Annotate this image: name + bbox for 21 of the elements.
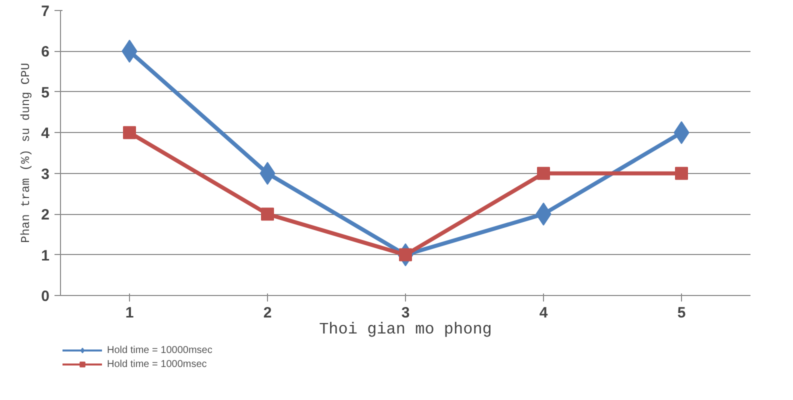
x-axis-title: Thoi gian mo phong: [319, 320, 492, 338]
y-tick-label: 3: [41, 166, 50, 183]
y-tick-label: 0: [41, 288, 50, 305]
y-tick-label: 5: [41, 84, 50, 102]
x-tick-label: 1: [125, 304, 134, 322]
y-tick-label: 6: [41, 44, 50, 61]
point: [537, 166, 550, 180]
y-tick-label: 7: [41, 3, 50, 20]
x-tick-label: 4: [539, 304, 548, 322]
x-tick-label: 2: [263, 304, 272, 322]
legend-label: Hold time = 10000msec: [107, 344, 212, 357]
x-tick-label: 3: [401, 304, 410, 322]
point: [261, 208, 274, 221]
y-tick-label: 1: [41, 247, 50, 264]
y-tick-label: 2: [41, 206, 50, 224]
x-tick-label: 5: [677, 304, 686, 322]
y-axis-title: Phan tram (%) su dung CPU: [19, 62, 34, 244]
point: [675, 166, 688, 180]
point: [123, 126, 136, 140]
legend-label: Hold time = 1000msec: [107, 358, 207, 371]
y-tick-label: 4: [41, 125, 50, 142]
